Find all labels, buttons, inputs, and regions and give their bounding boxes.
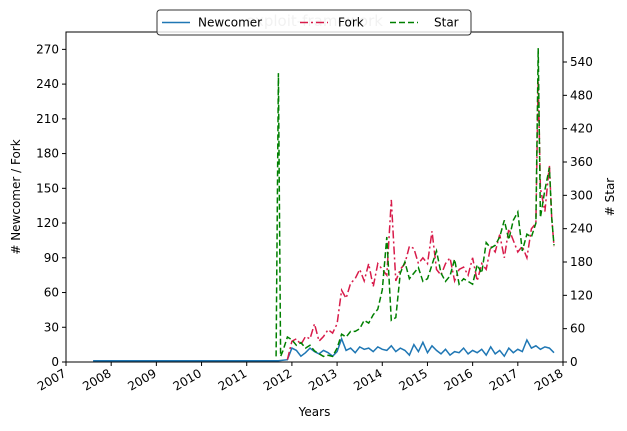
- y-left-tick-label: 120: [36, 216, 59, 230]
- y-left-tick-label: 210: [36, 112, 59, 126]
- x-axis-label: Years: [298, 405, 331, 419]
- y-left-tick-label: 270: [36, 42, 59, 56]
- legend-label-newcomer: Newcomer: [198, 16, 262, 30]
- legend-box: [156, 9, 472, 36]
- y-axis-left-label: # Newcomer / Fork: [9, 139, 23, 254]
- y-right-tick-label: 480: [570, 88, 593, 102]
- y-right-tick-label: 60: [570, 322, 585, 336]
- series-layer: [93, 48, 555, 362]
- legend-label-star: Star: [434, 16, 459, 30]
- y-right-tick-label: 0: [570, 355, 578, 369]
- y-right-tick-label: 240: [570, 222, 593, 236]
- y-right-tick-label: 540: [570, 55, 593, 69]
- y-left-tick-label: 180: [36, 147, 59, 161]
- y-left-tick-label: 90: [44, 251, 59, 265]
- y-left-tick-label: 30: [44, 320, 59, 334]
- y-axis-right-label: # Star: [603, 178, 617, 217]
- y-left-tick-label: 0: [51, 355, 59, 369]
- y-right-tick-label: 420: [570, 122, 593, 136]
- y-left-tick-label: 150: [36, 181, 59, 195]
- y-right-tick-label: 120: [570, 288, 593, 302]
- series-line-fork: [286, 78, 555, 360]
- legend-label-fork: Fork: [338, 16, 364, 30]
- legend: Newcomer Fork Star: [156, 9, 472, 36]
- series-line-newcomer: [93, 336, 555, 362]
- series-line-star: [275, 48, 555, 358]
- y-axis-right: 0 60 120 180 240 300 360 420 480 540: [563, 55, 593, 369]
- y-axis-left: 0 30 60 90 120 150 180 210 240 270: [36, 42, 66, 369]
- y-left-tick-label: 240: [36, 77, 59, 91]
- y-left-tick-label: 60: [44, 286, 59, 300]
- y-right-tick-label: 180: [570, 255, 593, 269]
- y-right-tick-label: 300: [570, 188, 593, 202]
- y-right-tick-label: 360: [570, 155, 593, 169]
